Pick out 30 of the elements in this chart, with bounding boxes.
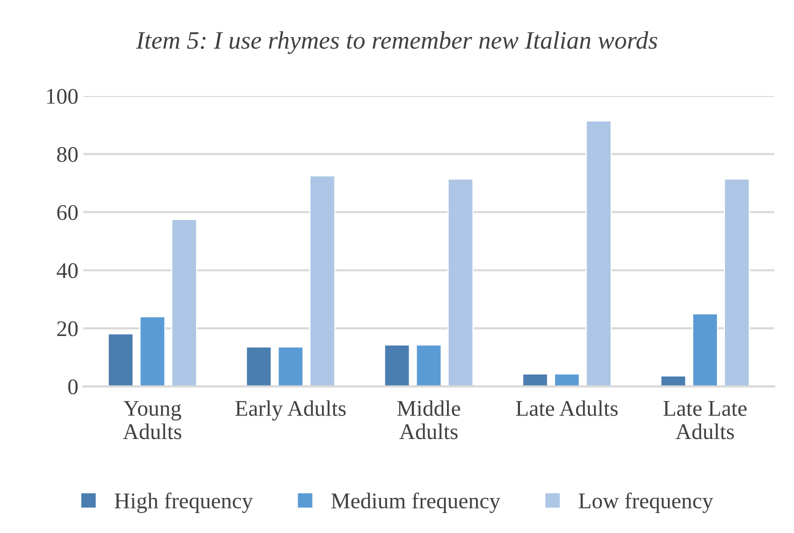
bar <box>139 316 166 386</box>
y-tick-label: 0 <box>68 379 78 394</box>
x-tick-label: Early Adults <box>235 400 346 421</box>
bar <box>278 346 304 386</box>
bar <box>660 375 686 386</box>
y-tick-label: 100 <box>47 88 78 104</box>
bar <box>384 344 410 386</box>
y-tick-label: 60 <box>57 205 78 220</box>
bar <box>448 178 474 386</box>
legend-label: High frequency <box>114 492 253 513</box>
bar <box>692 313 718 386</box>
x-tick-label: Middle Adults <box>397 400 460 440</box>
x-tick-label: Late Late Adults <box>663 401 747 440</box>
bar <box>246 346 272 386</box>
bar <box>522 373 548 386</box>
bar <box>171 218 198 386</box>
bar <box>554 373 580 386</box>
bar <box>724 178 750 386</box>
y-tick-label: 20 <box>57 321 78 336</box>
bar <box>108 333 134 386</box>
y-tick-label: 80 <box>57 146 78 162</box>
legend-label: Medium frequency <box>331 492 500 513</box>
bar <box>416 344 442 386</box>
legend-label: Low frequency <box>578 492 714 513</box>
y-tick-label: 40 <box>56 263 78 278</box>
bar <box>309 175 336 386</box>
chart-title: Item 5: I use rhymes to remember new Italian words <box>136 31 658 54</box>
bar <box>586 120 612 386</box>
x-tick-label: Young Adults <box>123 401 182 440</box>
x-tick-label: Late Adults <box>516 400 618 416</box>
